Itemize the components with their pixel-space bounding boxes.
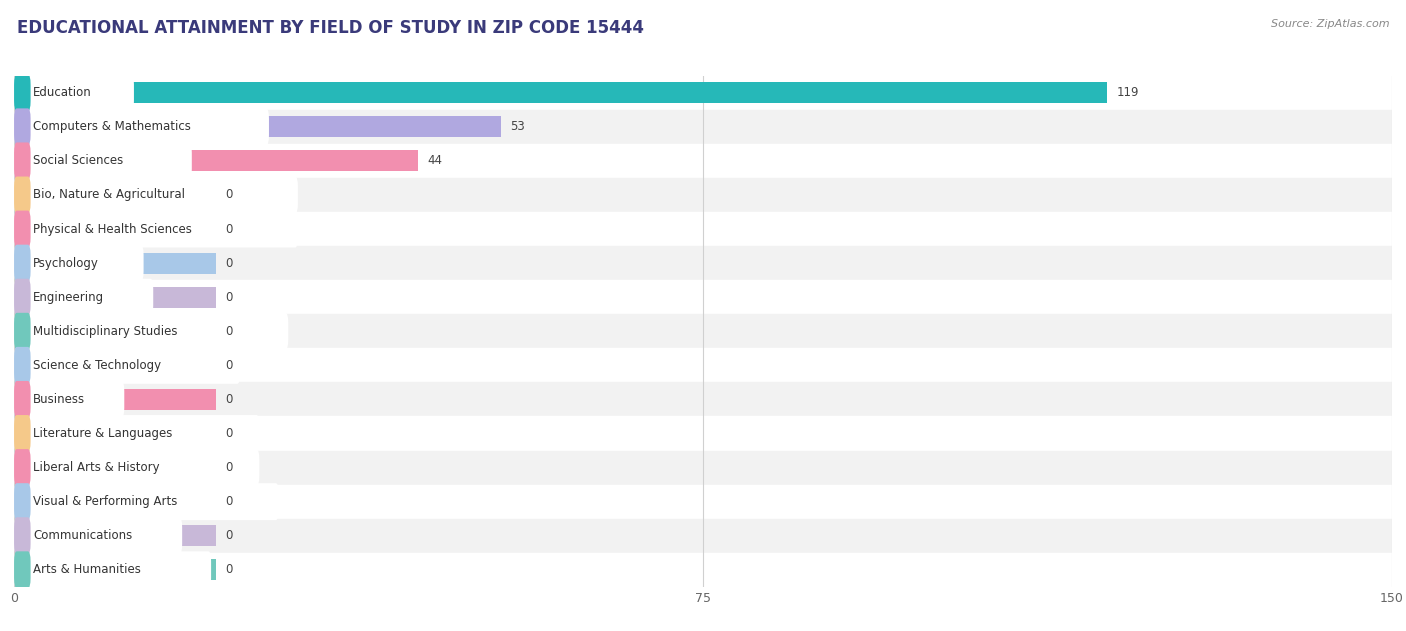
FancyBboxPatch shape [14,381,31,418]
Bar [14,280,1392,314]
FancyBboxPatch shape [14,415,31,452]
Text: 0: 0 [225,325,233,338]
Text: 0: 0 [225,189,233,201]
Text: Source: ZipAtlas.com: Source: ZipAtlas.com [1271,19,1389,29]
Text: 0: 0 [225,359,233,372]
FancyBboxPatch shape [14,245,31,281]
FancyBboxPatch shape [14,279,153,316]
FancyBboxPatch shape [14,211,31,247]
FancyBboxPatch shape [14,177,31,213]
FancyBboxPatch shape [14,313,288,350]
Text: Computers & Mathematics: Computers & Mathematics [34,121,191,133]
FancyBboxPatch shape [14,517,31,554]
Bar [14,178,1392,212]
Bar [14,110,1392,144]
Text: 0: 0 [225,563,233,576]
Text: 0: 0 [225,495,233,508]
Text: Physical & Health Sciences: Physical & Health Sciences [34,223,193,235]
Text: 0: 0 [225,529,233,542]
Text: 44: 44 [427,155,443,167]
Bar [14,382,1392,416]
Text: Multidisciplinary Studies: Multidisciplinary Studies [34,325,177,338]
Text: 0: 0 [225,427,233,440]
Bar [14,252,217,274]
Bar [14,76,1392,110]
FancyBboxPatch shape [14,279,31,316]
Text: Social Sciences: Social Sciences [34,155,124,167]
FancyBboxPatch shape [14,347,240,384]
Text: 53: 53 [510,121,524,133]
FancyBboxPatch shape [14,313,31,350]
Bar [14,451,1392,485]
Text: Visual & Performing Arts: Visual & Performing Arts [34,495,177,508]
Bar [14,218,217,240]
Text: Communications: Communications [34,529,132,542]
Bar [14,485,1392,519]
FancyBboxPatch shape [14,143,191,179]
Bar [14,457,217,478]
Text: Liberal Arts & History: Liberal Arts & History [34,461,160,474]
Text: 119: 119 [1116,86,1139,99]
FancyBboxPatch shape [14,347,31,384]
FancyBboxPatch shape [14,74,134,111]
Bar [14,525,217,546]
Bar [14,348,1392,382]
Bar [14,184,217,206]
Text: 0: 0 [225,393,233,406]
FancyBboxPatch shape [14,449,31,486]
Bar [14,321,217,342]
Text: Psychology: Psychology [34,257,100,269]
Text: Engineering: Engineering [34,291,104,304]
FancyBboxPatch shape [14,483,278,520]
Text: 0: 0 [225,291,233,304]
Bar [14,212,1392,246]
Bar [14,423,217,444]
Text: Education: Education [34,86,93,99]
FancyBboxPatch shape [14,143,31,179]
FancyBboxPatch shape [14,109,269,145]
FancyBboxPatch shape [14,551,31,588]
Bar [14,491,217,512]
Text: Business: Business [34,393,86,406]
Bar [14,116,501,138]
Bar [14,519,1392,553]
FancyBboxPatch shape [14,74,31,111]
FancyBboxPatch shape [14,211,298,247]
FancyBboxPatch shape [14,415,259,452]
Bar [14,286,217,308]
Bar [14,416,1392,451]
Bar [14,314,1392,348]
Text: EDUCATIONAL ATTAINMENT BY FIELD OF STUDY IN ZIP CODE 15444: EDUCATIONAL ATTAINMENT BY FIELD OF STUDY… [17,19,644,37]
FancyBboxPatch shape [14,483,31,520]
Text: Bio, Nature & Agricultural: Bio, Nature & Agricultural [34,189,186,201]
Bar [14,144,1392,178]
Bar [14,355,217,376]
Text: Literature & Languages: Literature & Languages [34,427,173,440]
Bar [14,246,1392,280]
FancyBboxPatch shape [14,245,143,281]
Text: 0: 0 [225,223,233,235]
Bar [14,82,1107,103]
FancyBboxPatch shape [14,109,31,145]
Text: Arts & Humanities: Arts & Humanities [34,563,141,576]
FancyBboxPatch shape [14,551,211,588]
FancyBboxPatch shape [14,517,183,554]
Text: 0: 0 [225,257,233,269]
Bar [14,150,418,172]
FancyBboxPatch shape [14,177,298,213]
Bar [14,553,1392,587]
Text: Science & Technology: Science & Technology [34,359,162,372]
Bar [14,559,217,581]
Text: 0: 0 [225,461,233,474]
FancyBboxPatch shape [14,449,259,486]
Bar [14,389,217,410]
FancyBboxPatch shape [14,381,124,418]
